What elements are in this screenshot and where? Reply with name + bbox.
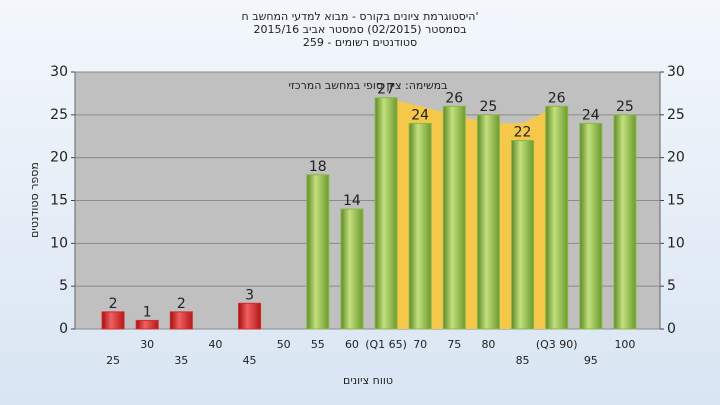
x-tick-label: 95: [584, 354, 598, 367]
x-tick-label: 45: [243, 354, 257, 367]
y2-tick-label: 5: [667, 278, 676, 294]
bar: [238, 302, 262, 330]
data-label: 1: [143, 304, 152, 320]
y2-tick-label: 0: [667, 321, 676, 337]
annotation: במשימה: ציון סופי במחשב המרכזי: [288, 79, 447, 92]
data-label: 2: [177, 296, 186, 312]
chart-title: היסטוגרמת ציונים בקורס - מבוא למדעי המחש…: [242, 10, 479, 23]
y-tick-label: 25: [50, 107, 68, 123]
y-tick-label: 5: [59, 278, 68, 294]
bar: [442, 105, 466, 330]
bar: [511, 140, 535, 330]
x-tick-label: 35: [174, 354, 188, 367]
data-label: 27: [377, 82, 395, 98]
y2-tick-label: 20: [667, 150, 685, 166]
bar: [476, 114, 500, 330]
bar: [579, 122, 603, 330]
data-label: 26: [548, 90, 566, 106]
bar: [306, 174, 330, 330]
bar: [340, 208, 364, 330]
bar: [374, 97, 398, 330]
y-tick-label: 15: [50, 193, 68, 209]
data-label: 25: [616, 99, 634, 115]
x-tick-label: 60: [345, 338, 359, 351]
bar: [545, 105, 569, 330]
y-tick-label: 10: [50, 235, 68, 251]
x-tick-label: 25: [106, 354, 120, 367]
y-tick-label: 30: [50, 64, 68, 80]
data-label: 18: [309, 159, 327, 175]
data-label: 3: [245, 287, 254, 303]
data-label: 25: [480, 99, 498, 115]
x-tick-label: 100: [614, 338, 635, 351]
y2-tick-label: 10: [667, 235, 685, 251]
data-label: 24: [411, 107, 429, 123]
y2-tick-label: 15: [667, 193, 685, 209]
data-label: 2: [109, 296, 118, 312]
x-tick-label: 55: [311, 338, 325, 351]
x-tick-label: 75: [447, 338, 461, 351]
bar: [613, 114, 637, 330]
x-tick-label: 85: [516, 354, 530, 367]
bar: [169, 311, 193, 330]
data-label: 26: [445, 90, 463, 106]
x-axis-label: טווח ציונים: [343, 374, 393, 387]
y-tick-label: 0: [59, 321, 68, 337]
y-axis-label: מספר סטודנטים: [28, 162, 41, 238]
y-tick-label: 20: [50, 150, 68, 166]
x-tick-label: (Q1 65): [365, 338, 407, 351]
data-label: 14: [343, 193, 361, 209]
data-label: 22: [514, 125, 532, 141]
chart-subtitle: בסמסטר (02/2015) סמסטר אביב 2015/16: [253, 23, 466, 36]
bar: [135, 319, 159, 330]
x-tick-label: 80: [481, 338, 495, 351]
x-tick-label: 70: [413, 338, 427, 351]
x-tick-label: 50: [277, 338, 291, 351]
x-tick-label: (Q3 90): [536, 338, 578, 351]
x-tick-label: 40: [208, 338, 222, 351]
bar: [101, 311, 125, 330]
chart-subtitle: סטודנטים רשומים - 259: [303, 36, 417, 49]
x-tick-label: 30: [140, 338, 154, 351]
bar: [408, 122, 432, 330]
data-label: 24: [582, 107, 600, 123]
y2-tick-label: 25: [667, 107, 685, 123]
y2-tick-label: 30: [667, 64, 685, 80]
